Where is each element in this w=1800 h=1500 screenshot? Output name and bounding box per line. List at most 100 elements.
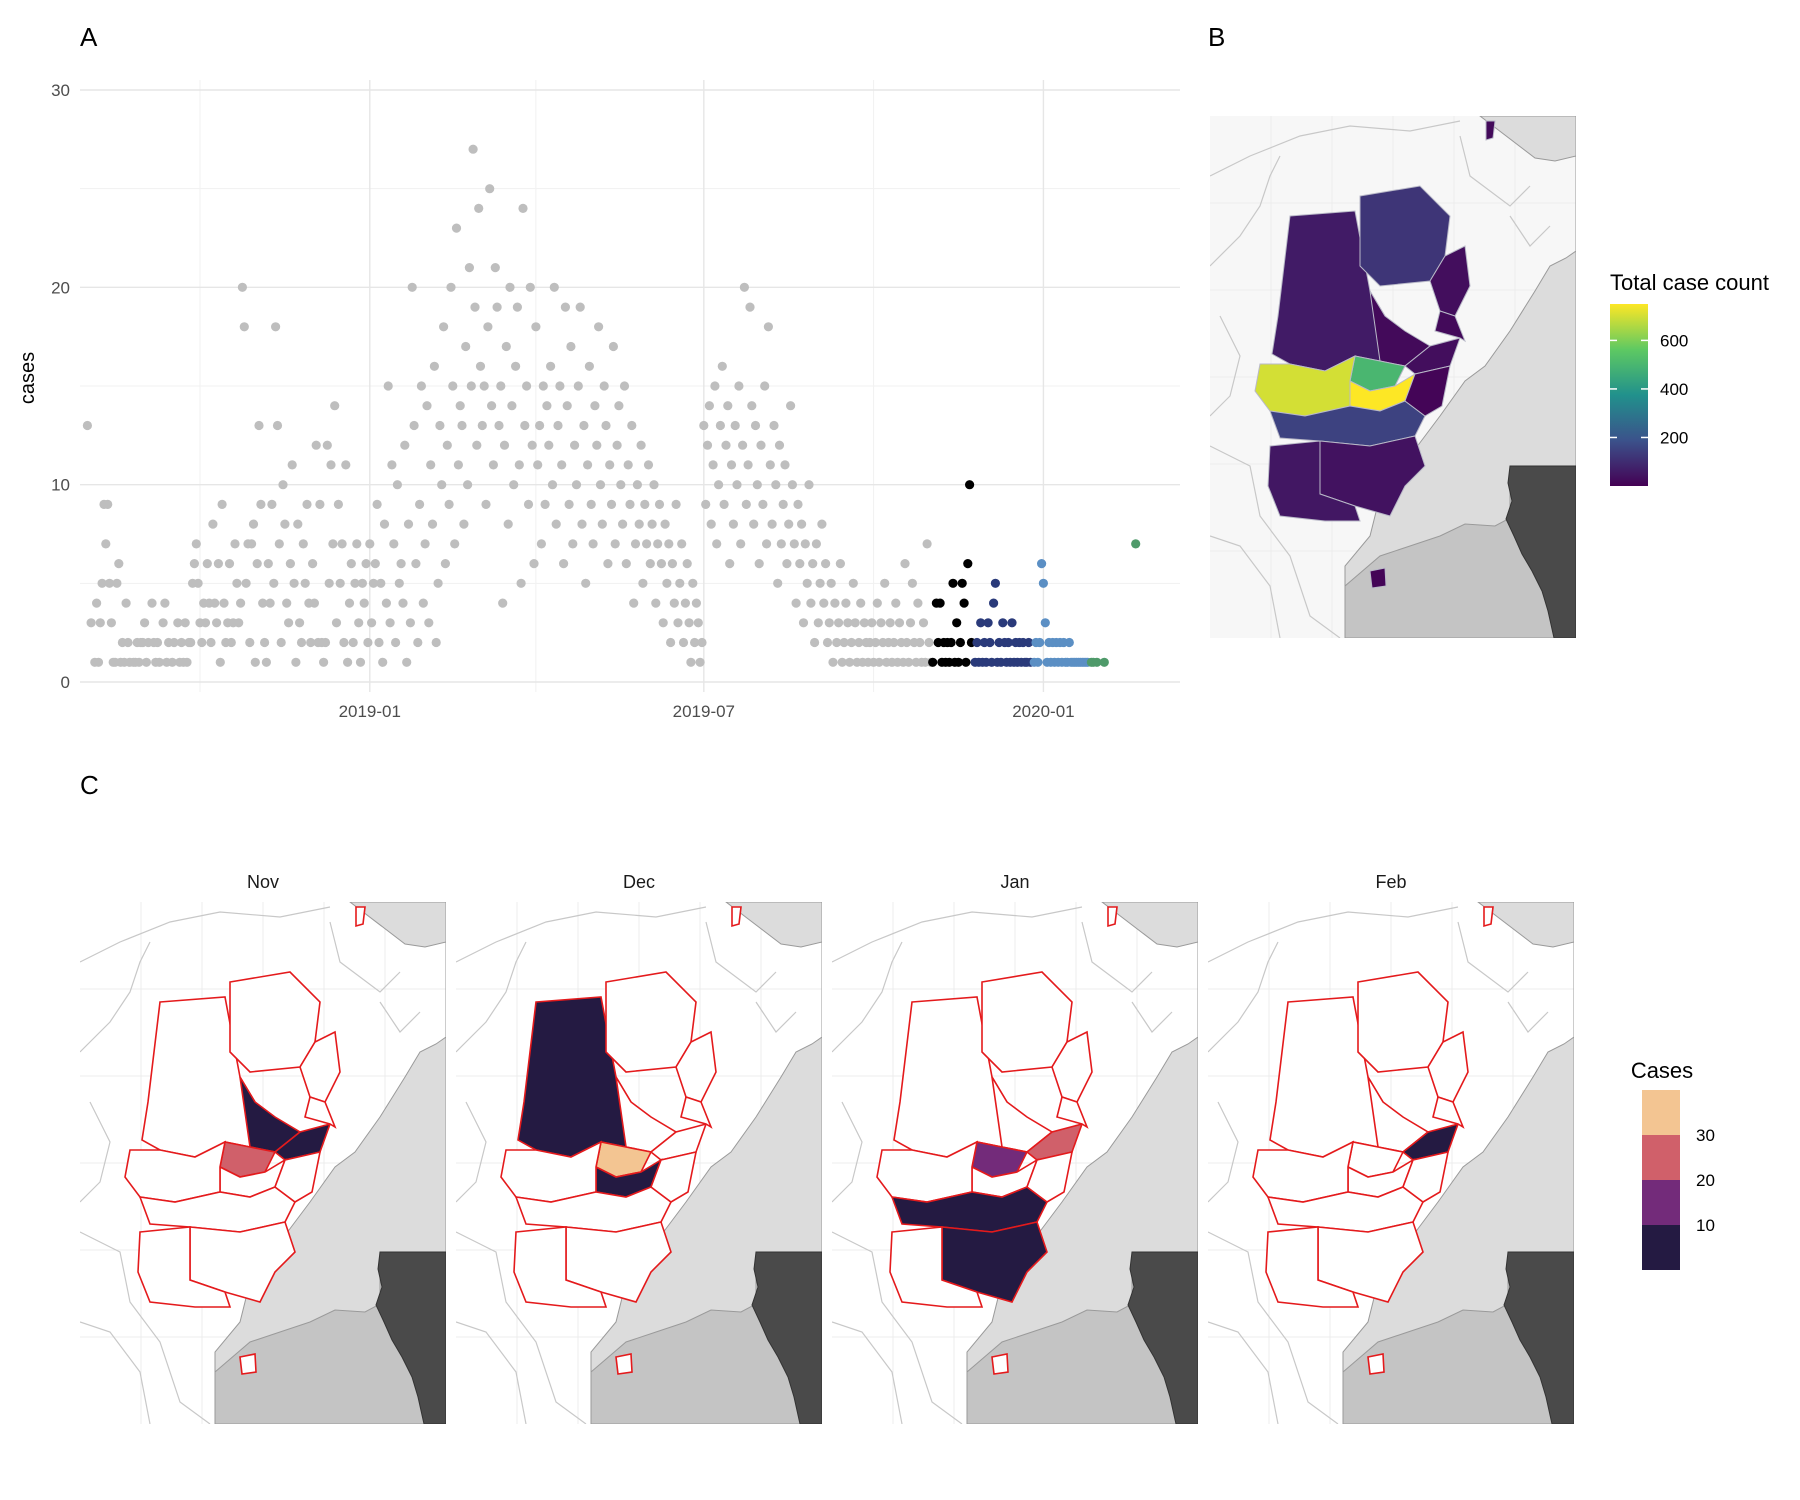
- district-west-wide: [1252, 1140, 1355, 1203]
- data-point: [200, 618, 211, 628]
- data-point: [726, 460, 737, 470]
- data-point: [219, 598, 229, 608]
- data-point: [559, 559, 569, 569]
- data-point: [291, 657, 301, 667]
- data-point: [717, 361, 727, 371]
- facet-title: Dec: [623, 872, 655, 892]
- data-point: [915, 637, 925, 648]
- data-point: [821, 559, 831, 569]
- data-point: [719, 499, 729, 509]
- faceted-maps-panel-c: Nov Dec Jan Feb Cases 30 20 10: [80, 872, 1715, 1424]
- data-point: [86, 618, 96, 628]
- data-point: [570, 440, 580, 450]
- data-point: [874, 657, 884, 667]
- data-point: [398, 598, 408, 608]
- data-point: [989, 598, 999, 608]
- y-tick-label: 0: [61, 673, 70, 692]
- data-point: [167, 657, 177, 667]
- data-point: [104, 578, 115, 588]
- facet-map: [832, 902, 1198, 1424]
- data-point: [835, 559, 846, 569]
- data-point: [370, 559, 380, 569]
- district-south-east: [1404, 365, 1451, 417]
- data-point: [522, 381, 532, 391]
- boundary-line: [832, 906, 1083, 963]
- data-point: [383, 381, 393, 391]
- data-point: [723, 401, 733, 411]
- data-point: [416, 381, 426, 391]
- data-point: [743, 460, 753, 470]
- data-point: [479, 381, 489, 391]
- data-point: [891, 598, 901, 608]
- data-point: [636, 440, 646, 450]
- data-point: [734, 381, 744, 391]
- data-point: [269, 578, 279, 588]
- panel-label-c: C: [80, 770, 99, 800]
- district-southwest: [889, 1226, 984, 1308]
- data-point: [540, 499, 550, 509]
- data-point: [834, 618, 844, 628]
- data-point: [531, 322, 541, 332]
- scatter-points: [82, 144, 1141, 667]
- data-point: [998, 618, 1008, 628]
- data-point: [306, 637, 316, 648]
- boundary-line: [1081, 921, 1153, 993]
- boundary-line: [1131, 1001, 1173, 1033]
- data-point: [265, 598, 275, 608]
- data-point: [180, 618, 190, 628]
- data-point: [400, 440, 410, 450]
- data-point: [389, 539, 399, 549]
- data-point: [403, 519, 414, 529]
- data-point: [208, 519, 218, 529]
- data-point: [963, 559, 973, 569]
- data-point: [420, 539, 430, 549]
- data-point: [754, 559, 764, 569]
- data-point: [272, 420, 283, 431]
- data-point: [965, 480, 975, 490]
- sea-dark: [1503, 1251, 1574, 1424]
- data-point: [424, 618, 434, 628]
- district-far-north: [731, 906, 742, 928]
- district-south-island: [239, 1353, 257, 1375]
- data-point: [750, 420, 761, 431]
- data-point: [769, 420, 779, 431]
- data-point: [494, 420, 504, 431]
- data-point: [446, 282, 456, 292]
- data-point: [811, 539, 822, 549]
- data-point: [226, 637, 236, 648]
- data-point: [394, 578, 404, 588]
- data-point: [160, 598, 170, 608]
- data-point: [630, 539, 641, 549]
- data-point: [516, 578, 526, 588]
- data-point: [215, 657, 225, 667]
- data-point: [463, 480, 473, 490]
- data-point: [985, 637, 995, 648]
- data-point: [654, 499, 665, 509]
- data-point: [597, 519, 607, 529]
- data-point: [651, 598, 661, 608]
- data-point: [431, 637, 441, 648]
- data-point: [828, 657, 838, 667]
- data-point: [426, 460, 436, 470]
- boundary-line: [1210, 445, 1341, 638]
- data-point: [402, 657, 412, 667]
- data-point: [990, 578, 1001, 588]
- data-point: [193, 578, 203, 588]
- data-point: [856, 598, 866, 608]
- data-point: [518, 203, 528, 213]
- data-point: [702, 440, 713, 450]
- data-point: [236, 598, 246, 608]
- data-point: [588, 539, 598, 549]
- data-point: [560, 302, 571, 312]
- district-far-north: [1485, 120, 1496, 141]
- data-point: [795, 559, 805, 569]
- boundary-line: [456, 1321, 527, 1424]
- boundary-line: [1208, 906, 1459, 963]
- panel-label-b: B: [1208, 22, 1225, 52]
- data-point: [442, 440, 452, 450]
- data-point: [710, 381, 720, 391]
- facet-title: Jan: [1000, 872, 1029, 892]
- data-point: [900, 559, 910, 569]
- data-point: [741, 499, 751, 509]
- data-point: [616, 480, 626, 490]
